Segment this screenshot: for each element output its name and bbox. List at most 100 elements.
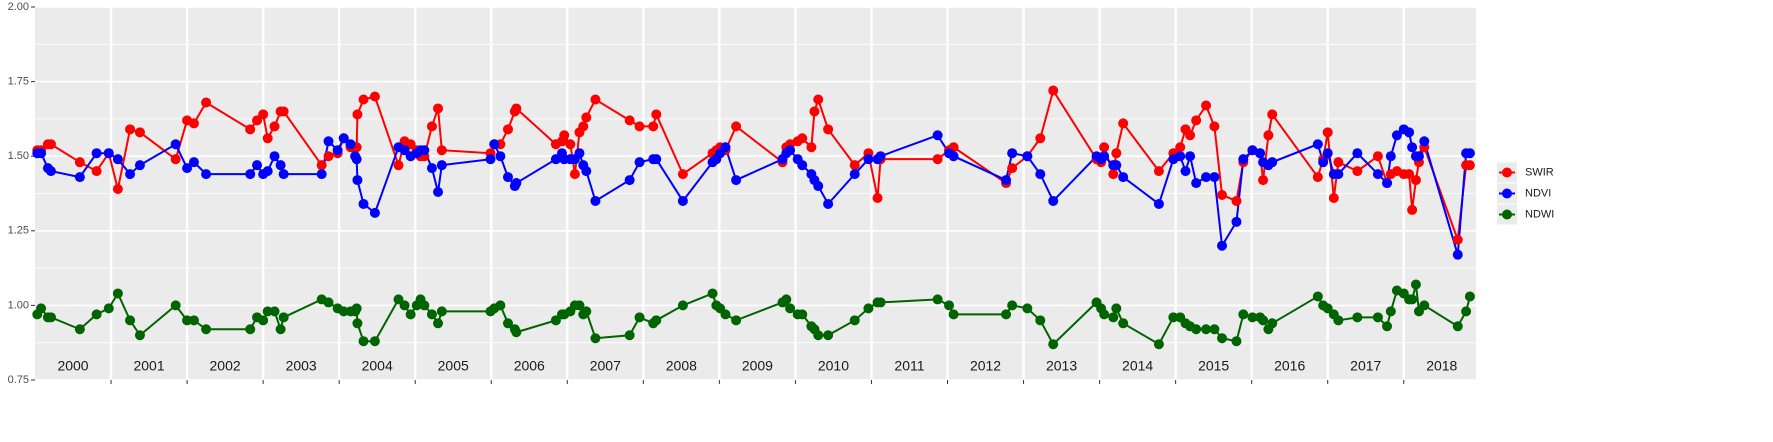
data-point (245, 169, 256, 180)
data-point (651, 109, 662, 120)
data-point (1312, 139, 1323, 150)
data-point (258, 109, 269, 120)
data-point (134, 160, 145, 171)
data-point (1263, 130, 1274, 141)
data-point (338, 306, 349, 317)
data-point (872, 192, 883, 203)
y-tick-label: 2.00 (8, 1, 29, 13)
x-tick-label: 2017 (1350, 358, 1381, 374)
data-point (1118, 172, 1129, 183)
data-point (1001, 309, 1012, 320)
data-point (1318, 157, 1329, 168)
data-point (731, 315, 742, 326)
data-point (1231, 336, 1242, 347)
y-tick-label: 1.75 (8, 76, 29, 88)
data-point (332, 145, 343, 156)
data-point (1231, 195, 1242, 206)
data-point (720, 309, 731, 320)
data-point (1035, 133, 1046, 144)
data-point (45, 139, 56, 150)
data-point (581, 306, 592, 317)
data-point (103, 148, 114, 159)
x-tick-label: 2013 (1046, 358, 1077, 374)
data-point (245, 324, 256, 335)
x-tick-label: 2012 (970, 358, 1001, 374)
x-tick-label: 2009 (742, 358, 773, 374)
data-point (948, 151, 959, 162)
data-point (262, 133, 273, 144)
data-point (393, 160, 404, 171)
data-point (797, 133, 808, 144)
data-point (1352, 312, 1363, 323)
data-point (352, 109, 363, 120)
data-point (201, 97, 212, 108)
data-point (1410, 175, 1421, 186)
data-point (1382, 178, 1393, 189)
data-point (433, 318, 444, 329)
data-point (932, 154, 943, 165)
data-point (677, 195, 688, 206)
data-point (720, 142, 731, 153)
data-point (1407, 142, 1418, 153)
data-point (1452, 321, 1463, 332)
data-point (1209, 172, 1220, 183)
data-point (932, 130, 943, 141)
data-point (262, 306, 273, 317)
data-point (511, 178, 522, 189)
data-point (823, 330, 834, 341)
data-point (1461, 306, 1472, 317)
data-point (1035, 169, 1046, 180)
data-point (1267, 318, 1278, 329)
data-point (134, 330, 145, 341)
data-point (1404, 169, 1415, 180)
data-point (1022, 303, 1033, 314)
data-point (269, 306, 280, 317)
data-point (1175, 142, 1186, 153)
data-point (278, 169, 289, 180)
data-point (785, 303, 796, 314)
data-point (1322, 148, 1333, 159)
data-point (125, 169, 136, 180)
data-point (813, 330, 824, 341)
data-point (1328, 192, 1339, 203)
data-point (1108, 169, 1119, 180)
data-point (634, 312, 645, 323)
data-point (1238, 309, 1249, 320)
data-point (1372, 169, 1383, 180)
data-point (1099, 142, 1110, 153)
data-point (1201, 324, 1212, 335)
data-point (74, 172, 85, 183)
data-point (863, 154, 874, 165)
data-point (1185, 130, 1196, 141)
data-point (1111, 303, 1122, 314)
data-point (489, 139, 500, 150)
x-tick-label: 2015 (1198, 358, 1229, 374)
data-point (849, 169, 860, 180)
data-point (436, 145, 447, 156)
data-point (1247, 312, 1258, 323)
data-point (269, 121, 280, 132)
data-point (1209, 121, 1220, 132)
data-point (781, 294, 792, 305)
data-point (634, 121, 645, 132)
data-point (112, 184, 123, 195)
legend-marker (1502, 188, 1512, 199)
data-point (1452, 249, 1463, 260)
x-tick-label: 2001 (133, 358, 164, 374)
data-point (785, 145, 796, 156)
data-point (559, 130, 570, 141)
data-point (565, 139, 576, 150)
data-point (188, 315, 199, 326)
data-point (170, 154, 181, 165)
data-point (1007, 163, 1018, 174)
data-point (316, 169, 327, 180)
data-point (1035, 315, 1046, 326)
x-tick-label: 2004 (362, 358, 393, 374)
data-point (1258, 315, 1269, 326)
data-point (1201, 172, 1212, 183)
data-point (36, 303, 47, 314)
data-point (323, 297, 334, 308)
data-point (1001, 175, 1012, 186)
data-point (252, 160, 263, 171)
data-point (731, 121, 742, 132)
